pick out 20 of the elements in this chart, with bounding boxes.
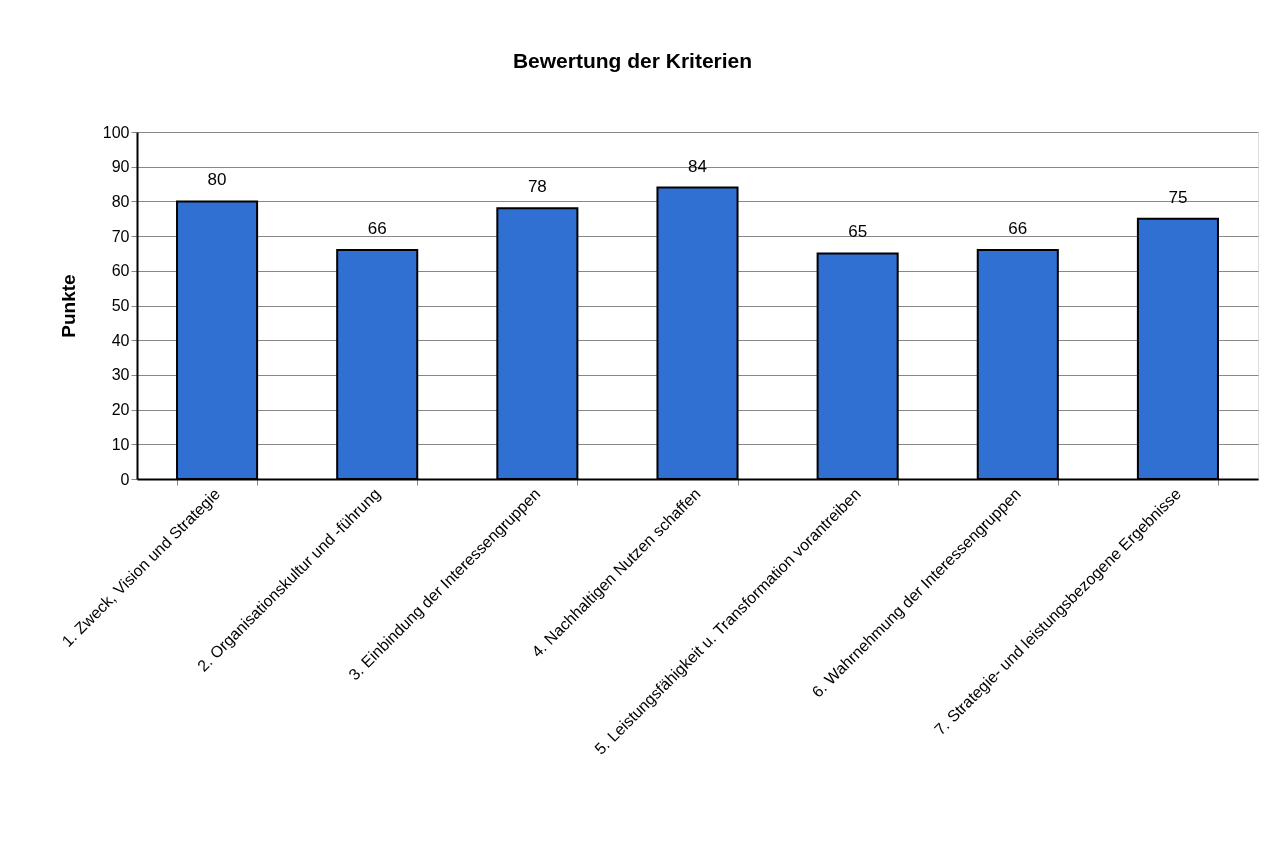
y-tick-label: 20: [111, 401, 130, 419]
y-tick-label: 70: [111, 227, 130, 245]
data-label: 78: [527, 177, 547, 197]
y-tick-label: 0: [120, 470, 130, 488]
y-tick-label: 100: [102, 123, 130, 141]
data-label: 84: [688, 156, 707, 176]
data-label: 75: [1168, 187, 1188, 207]
y-axis-title: Punkte: [57, 274, 79, 338]
data-label: 80: [207, 170, 227, 190]
y-tick-label: 30: [111, 366, 130, 384]
y-tick-label: 40: [111, 331, 130, 349]
y-tick-label: 50: [111, 297, 130, 314]
data-label: 65: [848, 222, 868, 242]
y-tick-label: 90: [111, 158, 130, 176]
data-label: 66: [367, 218, 387, 238]
y-tick-label: 10: [111, 435, 130, 453]
y-tick-label: 80: [111, 192, 130, 210]
y-tick-label: 60: [111, 262, 130, 280]
chart-title: Bewertung der Kriterien: [512, 49, 753, 72]
data-label: 66: [1008, 218, 1028, 238]
